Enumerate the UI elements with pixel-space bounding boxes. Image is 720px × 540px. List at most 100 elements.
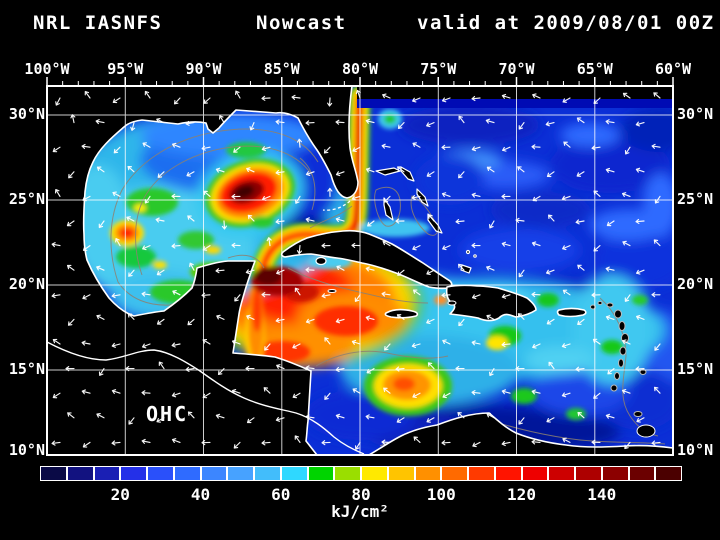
wind-arrow [82,294,91,300]
wind-arrow [261,292,271,298]
wind-arrow [231,339,241,345]
wind-arrow [382,240,391,247]
wind-arrow [455,218,465,225]
wind-arrow [65,366,75,372]
wind-arrow [158,361,165,370]
wind-arrow [292,392,301,399]
wind-arrow [397,269,405,276]
wind-arrow [532,343,541,349]
wind-arrow [605,266,615,272]
wind-arrow [486,166,495,173]
wind-arrow [115,238,121,247]
colorbar-cell [307,466,335,481]
wind-arrow [249,122,255,131]
land-isle-of-youth [315,256,327,266]
wind-arrow [412,392,421,399]
wind-arrow [383,195,391,203]
wind-arrow [367,220,375,227]
wind-arrow [636,269,645,275]
map-frame [46,85,674,456]
wind-arrow [531,389,541,395]
wind-arrow [203,190,211,197]
colorbar-cell [120,466,147,481]
colorbar-tick-label: 60 [271,485,291,504]
wind-arrow [486,314,495,320]
wind-arrow [395,218,405,224]
wind-arrow [246,417,255,424]
wind-arrow [335,318,345,324]
wind-arrow [233,146,241,153]
wind-arrow [561,343,571,349]
colorbar-cell [494,466,522,481]
wind-arrow [202,392,211,399]
wind-arrow [653,239,661,247]
wind-arrow [231,193,241,200]
florida-keys [322,200,351,211]
wind-arrow [202,245,211,251]
wind-arrow [501,341,511,348]
wind-arrow [202,338,211,345]
right-axis-label: 15°N [677,360,714,378]
wind-arrow [233,441,241,449]
wind-arrow [156,117,165,124]
wind-arrow [411,342,421,348]
wind-arrow [486,412,495,419]
colorbar-cell [147,466,174,481]
wind-arrow [531,241,541,247]
wind-arrow [382,93,391,99]
wind-arrow [531,144,541,150]
wind-arrow [384,343,391,351]
wind-arrow [515,217,525,223]
wind-arrow [264,343,271,351]
wind-arrow [532,93,541,99]
wind-arrow [245,269,255,275]
wind-arrow [577,411,585,419]
wind-arrow [70,114,76,124]
colorbar-cell [601,466,629,481]
wind-arrow [294,287,301,296]
wind-arrow [335,413,345,419]
wind-arrow [351,339,361,345]
wind-arrow [591,439,601,445]
ohc-variable-label: OHC [146,402,189,426]
wind-arrow [52,146,61,153]
colorbar-cell [93,466,121,481]
wind-arrow [471,192,481,198]
wind-arrow [471,390,481,396]
wind-arrow [442,339,451,345]
top-axis-label: 80°W [341,60,379,78]
wind-arrow [171,142,181,148]
wind-arrow [651,292,661,298]
wind-arrow [531,291,541,298]
wind-arrow [67,318,75,326]
wind-arrow [266,237,272,247]
wind-arrow [427,362,435,370]
wind-arrow [305,365,315,371]
wind-arrow [381,439,391,445]
wind-arrow [305,318,315,324]
colorbar-unit-label: kJ/cm² [331,502,389,521]
wind-arrow [111,293,121,299]
wind-arrow [81,340,91,346]
wind-arrow [546,417,555,423]
wind-arrow [276,269,285,275]
wind-arrow [426,417,435,423]
wind-arrow [125,366,135,372]
wind-arrow [531,439,541,445]
wind-arrow [365,118,375,124]
wind-arrow [95,119,105,125]
wind-arrow [111,440,121,446]
wind-arrow [426,171,435,177]
colorbar-cell [468,466,495,481]
wind-arrow [335,366,345,373]
wind-arrow [68,171,75,179]
wind-arrow [381,291,391,297]
wind-arrow [51,242,61,248]
wind-arrow [126,216,135,222]
wind-arrow [428,214,435,222]
wind-arrow [532,195,541,202]
wind-arrow [96,166,105,173]
wind-arrow [653,386,661,394]
wind-arrow [593,97,601,104]
